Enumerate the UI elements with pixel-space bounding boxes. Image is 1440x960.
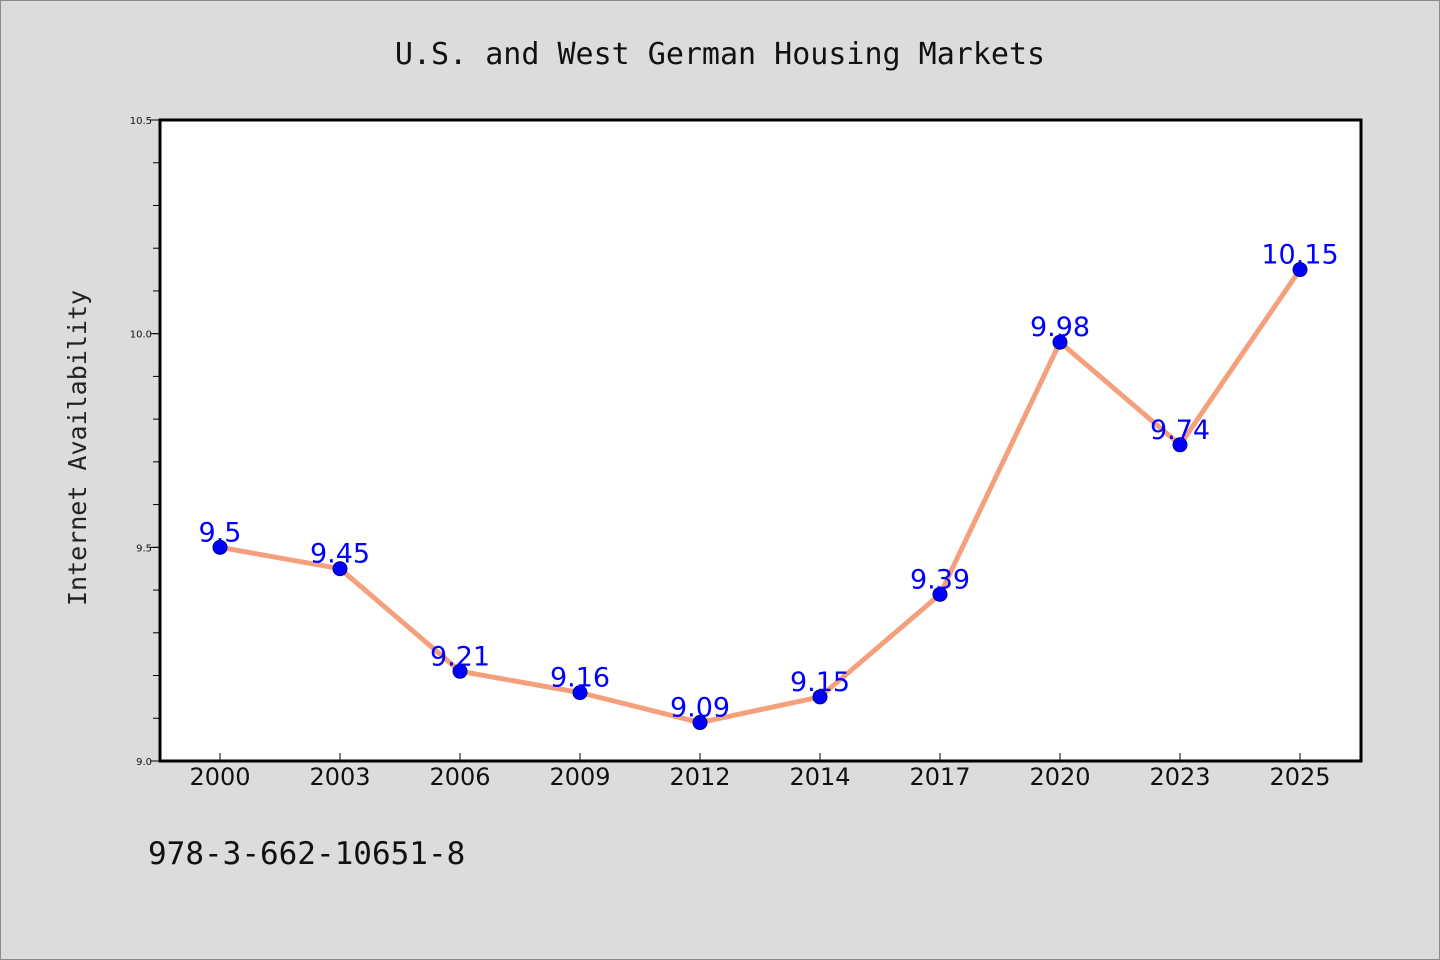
y-axis-label: Internet Availability (63, 290, 92, 606)
y-tick-label: 9.0 (136, 757, 152, 768)
x-tick-label: 2000 (189, 763, 250, 791)
data-point (812, 689, 828, 705)
data-label: 9.15 (790, 667, 850, 698)
plot-area (160, 120, 1361, 761)
x-ticks: 2000 2003 2006 2009 2012 2014 2017 2020 2023 2025 (189, 753, 1331, 791)
y-major-ticks: 9.0 9.5 10.0 10.5 (130, 116, 160, 768)
data-point (212, 539, 228, 555)
data-label: 10.15 (1261, 240, 1338, 271)
x-tick-label: 2006 (429, 763, 490, 791)
plot-border (158, 118, 1363, 763)
chart-title: U.S. and West German Housing Markets (395, 37, 1045, 72)
y-tick-label: 10.0 (130, 330, 152, 341)
y-tick-label: 9.5 (136, 543, 152, 554)
data-label: 9.09 (670, 693, 730, 724)
data-point (1172, 437, 1188, 453)
data-point (1292, 262, 1308, 278)
data-point (692, 715, 708, 731)
series-line (217, 267, 1303, 726)
data-label: 9.74 (1150, 415, 1210, 446)
data-label: 9.16 (550, 663, 610, 694)
x-tick-label: 2023 (1149, 763, 1210, 791)
data-label: 9.45 (310, 539, 370, 570)
data-point (332, 561, 348, 577)
footer-isbn: 978-3-662-10651-8 (148, 836, 465, 872)
x-tick-label: 2009 (549, 763, 610, 791)
data-point (932, 586, 948, 602)
series-markers (212, 262, 1308, 731)
y-tick-label: 10.5 (130, 116, 152, 127)
data-point (1052, 334, 1068, 350)
x-tick-label: 2025 (1269, 763, 1330, 791)
x-tick-label: 2017 (909, 763, 970, 791)
data-label: 9.39 (910, 564, 970, 595)
data-point (572, 685, 588, 701)
x-tick-label: 2003 (309, 763, 370, 791)
x-tick-label: 2012 (669, 763, 730, 791)
data-label: 9.98 (1030, 312, 1090, 343)
x-tick-label: 2014 (789, 763, 850, 791)
x-tick-label: 2020 (1029, 763, 1090, 791)
data-point (452, 663, 468, 679)
data-labels: 9.5 9.45 9.21 9.16 9.09 9.15 9.39 9.98 9.74 10.15 (199, 240, 1339, 724)
data-label: 9.5 (199, 517, 242, 548)
data-label: 9.21 (430, 641, 490, 672)
